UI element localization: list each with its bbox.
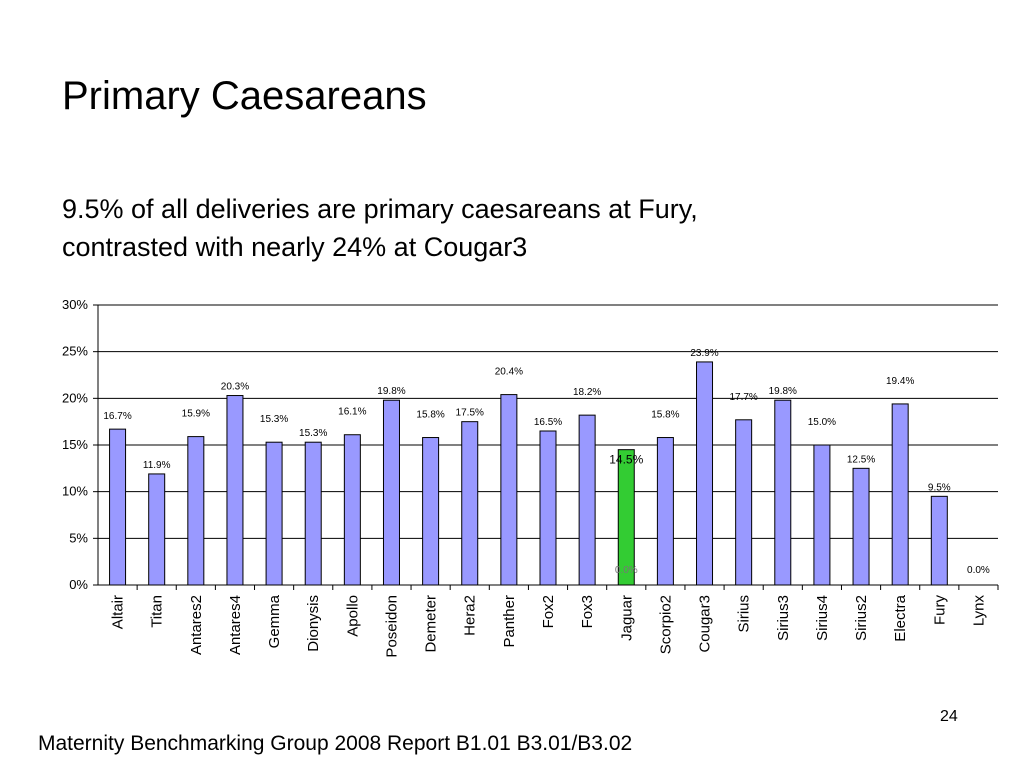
- x-label-lynx: Lynx: [970, 595, 987, 627]
- x-label-dionysis: Dionysis: [305, 595, 322, 652]
- bar-antares4: [226, 395, 244, 586]
- bar-electra: [891, 403, 909, 586]
- x-label-fury: Fury: [931, 595, 948, 626]
- y-tick-label: 0%: [69, 577, 88, 592]
- bar-apollo: [343, 434, 361, 586]
- bar-cougar3: [696, 361, 714, 586]
- data-labels: 16.7% 11.9% 15.9% 20.3% 15.3% 15.3% 16.1% 19.8%…: [103, 348, 990, 576]
- bar-sirius4: [813, 444, 831, 586]
- x-label-gemma: Gemma: [266, 594, 283, 648]
- bar-dionysis: [304, 441, 322, 586]
- bar-titan: [148, 473, 166, 586]
- x-label-sirius3: Sirius3: [775, 595, 792, 641]
- x-label-electra: Electra: [892, 594, 909, 641]
- data-label-cougar3: 23.9%: [690, 348, 718, 359]
- x-label-cougar3: Cougar3: [697, 595, 714, 653]
- data-label-scorpio2: 15.8%: [651, 410, 679, 421]
- data-label-poseidon: 19.8%: [377, 386, 405, 397]
- y-axis-ticks: 0% 5% 10% 15% 20% 25% 30%: [62, 297, 98, 592]
- data-label-sirius3: 19.8%: [769, 386, 797, 397]
- bar-fury: [930, 495, 948, 586]
- data-label-apollo: 16.1%: [338, 407, 366, 418]
- footer-citation: Maternity Benchmarking Group 2008 Report…: [38, 732, 633, 755]
- data-label-panther: 20.4%: [495, 367, 523, 378]
- bar-poseidon: [382, 399, 400, 586]
- x-label-demeter: Demeter: [423, 595, 440, 653]
- data-label-fury: 9.5%: [928, 482, 951, 493]
- bar-gemma: [265, 441, 283, 586]
- bar-demeter: [422, 437, 440, 586]
- x-label-apollo: Apollo: [344, 595, 361, 637]
- bar-panther: [500, 394, 518, 586]
- data-label-antares2: 15.9%: [182, 409, 210, 420]
- subtitle-line-1: 9.5% of all deliveries are primary caesa…: [62, 194, 698, 224]
- data-label-gemma: 15.3%: [260, 414, 288, 425]
- bar-antares2: [187, 436, 205, 586]
- data-label-sirius: 17.7%: [729, 392, 757, 403]
- y-tick-label: 20%: [62, 390, 88, 405]
- data-label-dionysis: 15.3%: [299, 428, 327, 439]
- y-tick-label: 30%: [62, 297, 88, 312]
- data-label-demeter: 15.8%: [416, 410, 444, 421]
- subtitle-line-2: contrasted with nearly 24% at Cougar3: [62, 232, 528, 262]
- x-label-hera2: Hera2: [462, 595, 479, 636]
- data-label-hera2: 17.5%: [456, 408, 484, 419]
- bar-sirius: [735, 419, 753, 586]
- x-label-fox3: Fox3: [579, 595, 596, 628]
- data-label-sirius2: 12.5%: [847, 454, 875, 465]
- bar-sirius2: [852, 467, 870, 586]
- y-tick-label: 15%: [62, 437, 88, 452]
- bar-altair: [109, 428, 127, 586]
- y-tick-label: 5%: [69, 530, 88, 545]
- slide-title: Primary Caesareans: [62, 74, 427, 118]
- data-label-fox3: 18.2%: [573, 387, 601, 398]
- x-label-fox2: Fox2: [540, 595, 557, 628]
- data-label-titan: 11.9%: [143, 460, 171, 471]
- bar-fox2: [539, 430, 557, 586]
- x-label-sirius: Sirius: [736, 595, 753, 633]
- bar-scorpio2: [656, 437, 674, 586]
- x-label-antares2: Antares2: [188, 595, 205, 655]
- data-label-altair: 16.7%: [103, 411, 131, 422]
- data-label-electra: 19.4%: [886, 376, 914, 387]
- bar-sirius3: [774, 399, 792, 586]
- y-tick-label: 25%: [62, 344, 88, 359]
- x-label-jaguar: Jaguar: [618, 595, 635, 641]
- x-label-antares4: Antares4: [227, 595, 244, 655]
- extra-data-label: 0.0%: [615, 565, 638, 576]
- data-label-sirius4: 15.0%: [808, 417, 836, 428]
- data-label-antares4: 20.3%: [221, 382, 249, 393]
- data-label-fox2: 16.5%: [534, 417, 562, 428]
- x-label-panther: Panther: [501, 595, 518, 648]
- bars: [109, 361, 948, 586]
- x-label-scorpio2: Scorpio2: [657, 595, 674, 654]
- x-label-titan: Titan: [149, 595, 166, 628]
- x-label-sirius4: Sirius4: [814, 595, 831, 641]
- page-number: 24: [940, 708, 958, 725]
- bar-hera2: [461, 421, 479, 586]
- x-axis-labels: Altair Titan Antares2 Antares4 Gemma Dionysis…: [110, 585, 999, 658]
- x-label-poseidon: Poseidon: [383, 595, 400, 658]
- bar-chart: 0% 5% 10% 15% 20% 25% 30% 16.7% 11.9% 15.9% 20.3%…: [62, 297, 999, 658]
- bar-fox3: [578, 414, 596, 586]
- y-tick-label: 10%: [62, 484, 88, 499]
- x-label-sirius2: Sirius2: [853, 595, 870, 641]
- data-label-lynx: 0.0%: [967, 565, 990, 576]
- slide-subtitle: 9.5% of all deliveries are primary caesa…: [62, 190, 962, 266]
- data-label-jaguar: 14.5%: [609, 453, 643, 467]
- x-label-altair: Altair: [110, 595, 127, 629]
